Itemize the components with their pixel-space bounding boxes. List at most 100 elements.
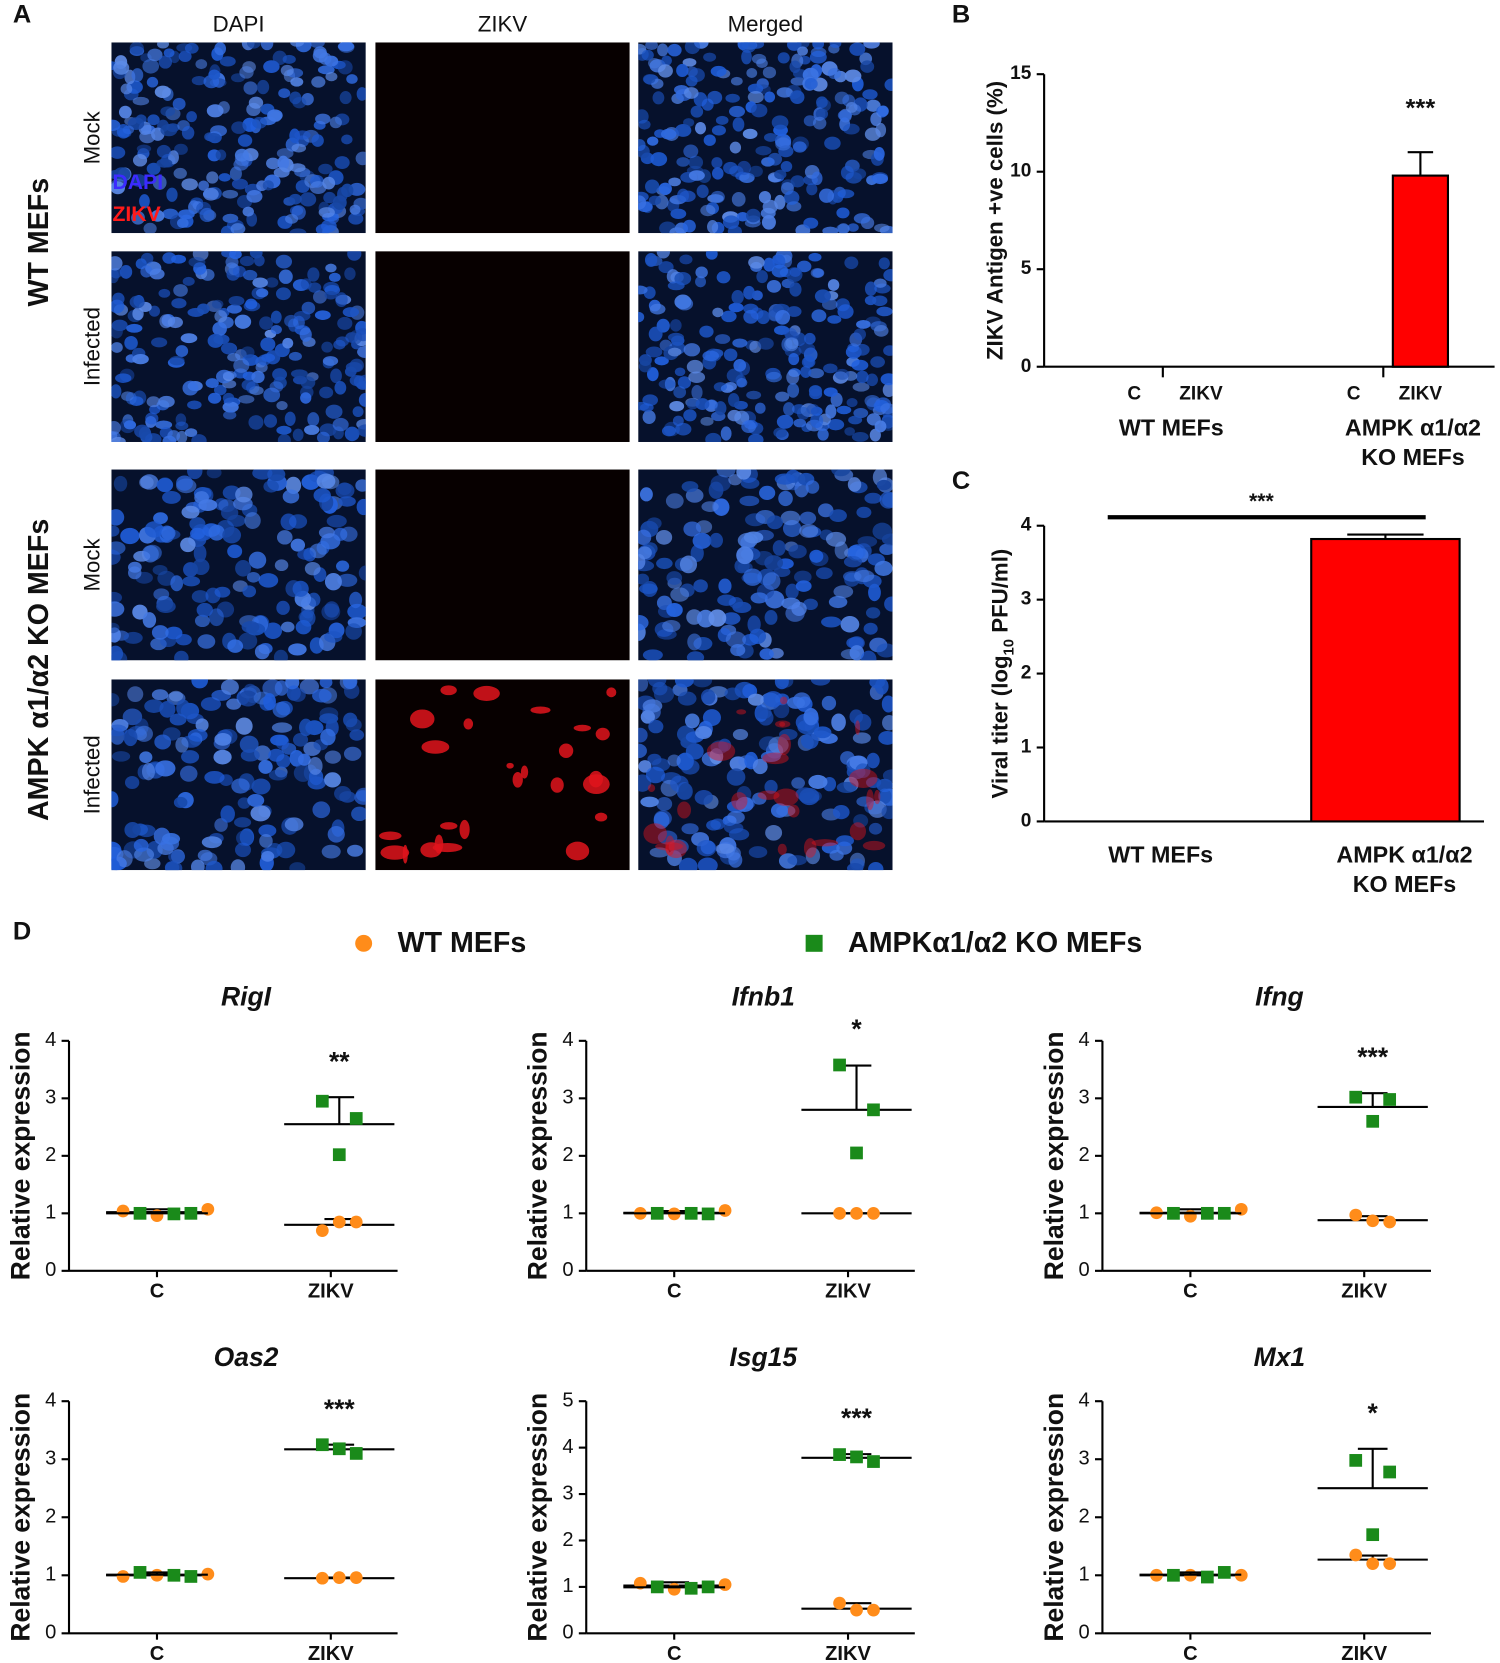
nucleus: [123, 631, 143, 644]
nucleus: [883, 269, 893, 282]
nucleus: [682, 58, 697, 67]
nucleus: [111, 436, 126, 442]
nucleus: [705, 251, 718, 260]
nucleus: [147, 114, 160, 126]
nucleus: [235, 842, 251, 858]
nucleus: [332, 195, 347, 210]
nucleus: [810, 413, 824, 429]
nucleus: [334, 380, 347, 395]
nucleus: [876, 643, 893, 658]
nucleus: [791, 777, 805, 789]
nucleus: [206, 171, 219, 184]
nucleus: [723, 381, 737, 391]
nucleus: [790, 77, 806, 86]
nucleus: [175, 345, 189, 358]
nucleus: [308, 757, 323, 775]
nucleus: [221, 505, 239, 521]
nucleus: [853, 408, 869, 419]
data-point: [1383, 1465, 1397, 1479]
nucleus: [111, 178, 126, 192]
nucleus: [874, 560, 893, 577]
nucleus: [699, 325, 714, 338]
nucleus: [638, 727, 648, 743]
virus-signal: [380, 845, 410, 860]
data-point: [833, 1596, 846, 1610]
nucleus: [661, 425, 676, 437]
micrograph-bg: [375, 42, 630, 234]
nucleus: [872, 295, 888, 307]
virus-signal: [421, 740, 450, 754]
nucleus: [714, 334, 731, 344]
nucleus: [340, 526, 358, 542]
data-point: [1383, 1215, 1397, 1229]
nucleus: [292, 96, 307, 109]
nucleus: [267, 109, 283, 122]
virus-signal: [803, 838, 817, 858]
nucleus: [667, 332, 684, 342]
nucleus: [242, 269, 258, 281]
nucleus: [736, 378, 748, 388]
x-tick-label: C: [1183, 1643, 1198, 1663]
nucleus: [132, 154, 148, 167]
nucleus: [822, 226, 839, 234]
nucleus: [831, 469, 851, 477]
nucleus: [198, 180, 209, 191]
nucleus: [324, 772, 342, 788]
nucleus: [272, 50, 287, 65]
data-point: [1200, 1206, 1214, 1220]
nucleus: [309, 42, 325, 48]
nucleus: [277, 155, 290, 171]
data-point: [867, 1103, 880, 1117]
nucleus: [337, 482, 352, 496]
virus-signal: [594, 812, 608, 822]
nucleus: [292, 428, 304, 442]
nucleus: [746, 390, 762, 400]
nucleus: [288, 643, 307, 656]
nucleus: [864, 295, 877, 306]
significance: ***: [841, 1403, 873, 1433]
column-label: ZIKV: [478, 11, 528, 36]
nucleus: [642, 649, 663, 661]
nucleus: [139, 194, 150, 209]
data-point: [1383, 1093, 1397, 1106]
nucleus: [778, 490, 793, 507]
y-axis-label-part: 10: [1002, 639, 1018, 656]
nucleus: [341, 134, 353, 145]
nucleus: [205, 378, 219, 389]
nucleus: [878, 257, 890, 270]
nucleus: [879, 491, 893, 509]
nucleus: [277, 434, 291, 442]
nucleus: [695, 726, 712, 739]
nucleus: [299, 192, 317, 207]
nucleus: [868, 862, 884, 871]
virus-signal: [530, 706, 551, 714]
y-tick-label: 3: [1078, 1448, 1089, 1470]
data-point: [1366, 1557, 1380, 1571]
nucleus: [235, 717, 253, 735]
data-point: [332, 1442, 346, 1456]
nucleus: [868, 583, 881, 602]
nucleus: [872, 173, 888, 185]
nucleus: [144, 699, 164, 713]
nucleus: [683, 144, 699, 159]
nucleus: [694, 121, 707, 135]
significance: **: [329, 1046, 350, 1076]
nucleus: [231, 121, 247, 134]
nucleus: [763, 133, 778, 142]
nucleus: [221, 342, 236, 354]
nucleus: [218, 173, 231, 182]
nucleus: [648, 195, 662, 206]
nucleus: [272, 368, 288, 381]
y-tick-label: 5: [1021, 258, 1032, 279]
nucleus: [864, 281, 877, 296]
nucleus: [180, 537, 196, 553]
nucleus: [190, 859, 205, 871]
nucleus: [683, 118, 695, 127]
nucleus: [160, 106, 176, 117]
nucleus: [691, 385, 703, 400]
nucleus: [827, 68, 842, 80]
data-point: [1167, 1206, 1180, 1220]
nucleus: [720, 426, 732, 441]
nucleus: [339, 91, 352, 105]
nucleus: [803, 707, 819, 726]
